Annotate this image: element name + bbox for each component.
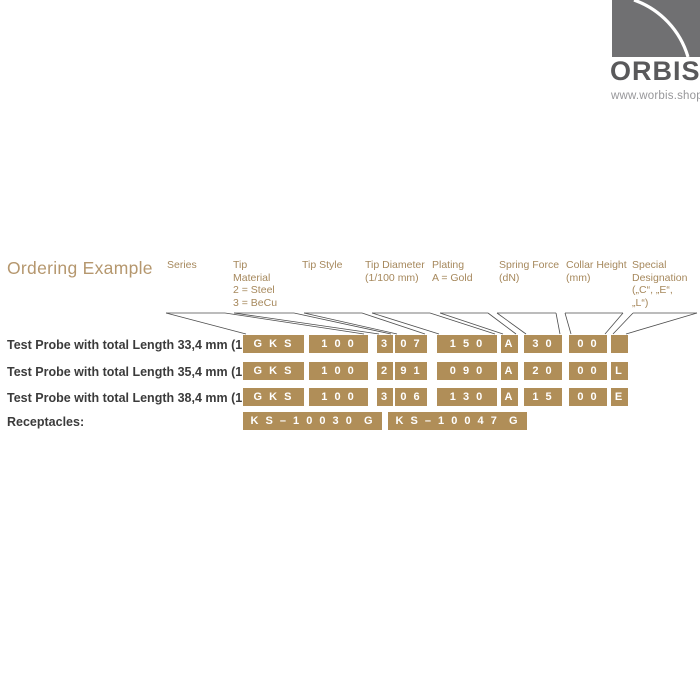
order-code-cell: 1 5 0 — [437, 335, 497, 353]
order-code-cell: 3 — [377, 388, 393, 406]
column-header-line: Collar Height — [566, 259, 627, 271]
row-label: Test Probe with total Length 38,4 mm (1.… — [7, 391, 275, 405]
order-code-cell: A — [501, 388, 518, 406]
column-header-line: 3 = BeCu — [233, 296, 278, 309]
row-label: Test Probe with total Length 35,4 mm (1.… — [7, 365, 275, 379]
order-code-cell: 1 0 0 — [309, 388, 368, 406]
column-header-line: (1/100 mm) — [365, 271, 419, 284]
receptacle-code-cell: K S – 1 0 0 4 7 G — [388, 412, 527, 430]
order-code-cell: 3 0 — [524, 335, 562, 353]
column-header-plating: Plating A = Gold — [432, 259, 473, 284]
column-header-line: Series — [167, 259, 197, 271]
column-header-line: Tip — [233, 259, 248, 271]
order-code-cell: A — [501, 335, 518, 353]
order-code-cell: 1 0 0 — [309, 362, 368, 380]
column-header-tip-diameter: Tip Diameter (1/100 mm) — [365, 259, 425, 284]
column-header-tip-style: Tip Style — [302, 259, 342, 272]
column-header-line: A = Gold — [432, 271, 473, 284]
column-header-line: „L“) — [632, 296, 649, 309]
column-header-tip-material: Tip Material 2 = Steel 3 = BeCu — [233, 259, 277, 309]
order-code-cell: 0 0 — [569, 335, 607, 353]
order-code-cell: 2 0 — [524, 362, 562, 380]
quarter-arc-icon — [633, 0, 690, 57]
column-header-line: Tip Style — [302, 259, 343, 271]
order-code-cell: G K S — [243, 362, 304, 380]
order-code-cell: 1 5 — [524, 388, 562, 406]
column-header-special-designation: Special Designation („C“, „E“, „L“) — [632, 259, 687, 309]
column-header-series: Series — [167, 259, 197, 272]
column-header-spring-force: Spring Force (dN) — [499, 259, 559, 284]
page-title: Ordering Example — [7, 258, 153, 278]
order-code-cell — [611, 335, 628, 353]
order-code-cell: 0 7 — [395, 335, 427, 353]
brand-url: www.worbis.shop — [611, 90, 700, 102]
order-code-cell: 0 6 — [395, 388, 427, 406]
column-header-line: („C“, „E“, — [632, 284, 673, 296]
connector-lines — [165, 312, 698, 335]
column-header-line: (dN) — [499, 271, 520, 284]
order-code-cell: 0 0 — [569, 388, 607, 406]
orbis-logo-mark — [612, 0, 700, 57]
row-label: Test Probe with total Length 33,4 mm (1.… — [7, 338, 275, 352]
order-code-cell: 0 0 — [569, 362, 607, 380]
column-header-line: 2 = Steel — [233, 284, 275, 296]
column-header-line: Tip Diameter — [365, 259, 425, 271]
order-code-cell: A — [501, 362, 518, 380]
column-header-collar-height: Collar Height (mm) — [566, 259, 627, 284]
column-header-line: Spring Force — [499, 259, 560, 271]
column-header-line: Designation — [632, 271, 688, 284]
order-code-cell: E — [611, 388, 628, 406]
row-label: Receptacles: — [7, 415, 85, 429]
column-header-line: (mm) — [566, 271, 591, 284]
order-code-cell: 3 — [377, 335, 393, 353]
order-code-cell: 0 9 0 — [437, 362, 497, 380]
order-code-cell: 2 — [377, 362, 393, 380]
receptacle-code-cell: K S – 1 0 0 3 0 G — [243, 412, 382, 430]
brand-name: ORBIS — [610, 56, 700, 86]
order-code-cell: 1 0 0 — [309, 335, 368, 353]
order-code-cell: 9 1 — [395, 362, 427, 380]
order-code-cell: 1 3 0 — [437, 388, 497, 406]
order-code-cell: G K S — [243, 335, 304, 353]
column-header-line: Plating — [432, 259, 465, 271]
order-code-cell: G K S — [243, 388, 304, 406]
column-header-line: Material — [233, 271, 271, 284]
column-header-line: Special — [632, 259, 667, 271]
order-code-cell: L — [611, 362, 628, 380]
